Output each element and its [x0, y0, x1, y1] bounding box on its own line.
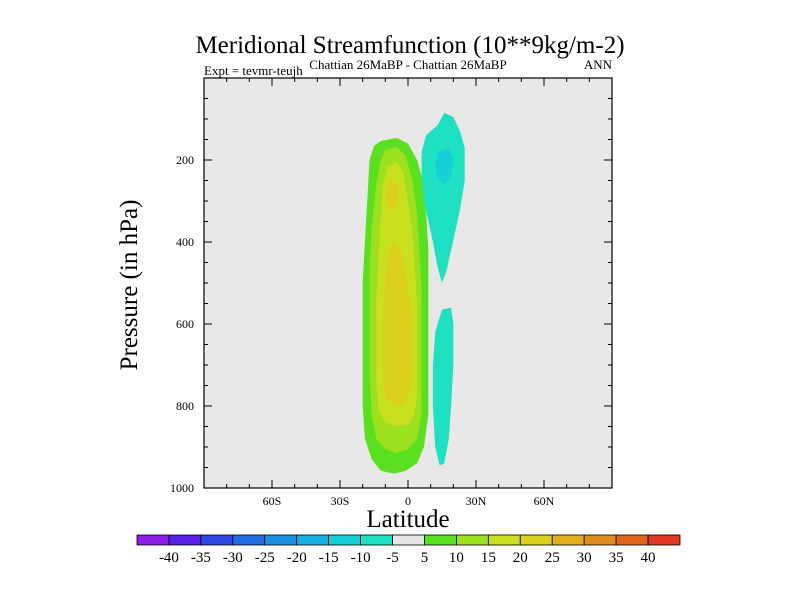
- colorbar-label: 20: [513, 550, 528, 566]
- contour-negative-cell-lower-5: [432, 307, 454, 466]
- colorbar-label: -25: [255, 550, 275, 566]
- colorbar-swatch: [647, 534, 681, 546]
- colorbar-swatch: [551, 534, 585, 546]
- colorbar-label: -20: [287, 550, 307, 566]
- colorbar-swatch: [232, 534, 266, 546]
- y-axis-label: Pressure (in hPa): [116, 200, 143, 371]
- colorbar-swatch: [264, 534, 298, 546]
- colorbar-swatch: [200, 534, 234, 546]
- axis-ticks: 60S 30S 0 30N 60N 200 400 600 800 1000: [170, 78, 612, 508]
- colorbar-label: 10: [449, 550, 464, 566]
- colorbar-label: 40: [641, 550, 656, 566]
- center-label: Chattian 26MaBP - Chattian 26MaBP: [309, 57, 506, 72]
- left-label: Expt = tevmr-teujh: [204, 63, 303, 78]
- contour-positive-cell-20-lower: [383, 242, 413, 406]
- y-tick-label: 800: [176, 399, 194, 413]
- colorbar-label: 5: [421, 550, 429, 566]
- chart-title: Meridional Streamfunction (10**9kg/m-2): [195, 32, 624, 59]
- colorbar-swatch: [424, 534, 457, 546]
- colorbar-label: -35: [191, 550, 211, 566]
- x-tick-label: 60N: [534, 494, 555, 508]
- colorbar-label: -10: [351, 550, 371, 566]
- x-tick-label: 30N: [466, 494, 487, 508]
- colorbar-swatch: [296, 534, 330, 546]
- colorbar-label: -30: [223, 550, 243, 566]
- colorbar-swatch: [360, 534, 393, 546]
- colorbar-swatch: [456, 534, 489, 546]
- colorbar-swatch: [136, 534, 170, 546]
- contour-layer: [362, 112, 465, 474]
- colorbar-swatch: [392, 534, 425, 546]
- colorbar: -40 -35 -30 -25 -20 -15 -10 -5 5 10 15 20 25 30 35 40: [136, 534, 681, 566]
- colorbar-swatch: [168, 534, 202, 546]
- colorbar-swatch: [487, 534, 521, 546]
- colorbar-swatch: [615, 534, 649, 546]
- colorbar-label: 25: [545, 550, 560, 566]
- x-tick-label: 0: [405, 494, 411, 508]
- colorbar-label: -15: [319, 550, 339, 566]
- y-tick-label: 1000: [170, 481, 194, 495]
- colorbar-label: 15: [481, 550, 496, 566]
- contour-negative-cell-upper-5: [421, 112, 465, 283]
- colorbar-label: -5: [386, 550, 399, 566]
- x-axis-label: Latitude: [366, 506, 449, 533]
- y-tick-label: 200: [176, 153, 194, 167]
- colorbar-label: 30: [577, 550, 592, 566]
- colorbar-swatch: [328, 534, 361, 546]
- contour-positive-cell-20: [385, 180, 399, 212]
- y-tick-label: 600: [176, 317, 194, 331]
- colorbar-swatch: [583, 534, 617, 546]
- colorbar-swatch: [519, 534, 553, 546]
- x-tick-label: 60S: [263, 494, 282, 508]
- colorbar-label: 35: [609, 550, 624, 566]
- y-tick-label: 400: [176, 235, 194, 249]
- x-tick-label: 30S: [331, 494, 350, 508]
- colorbar-label: -40: [159, 550, 179, 566]
- right-label: ANN: [584, 57, 613, 72]
- contour-negative-cell-upper-10: [435, 147, 454, 185]
